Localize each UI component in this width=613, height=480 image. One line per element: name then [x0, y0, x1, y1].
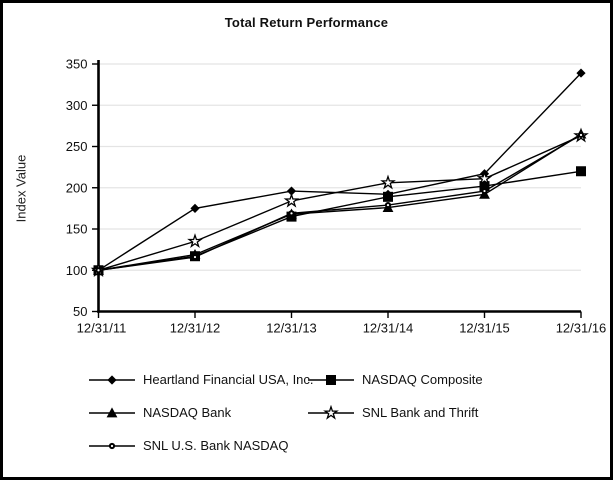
legend-item-diamond: Heartland Financial USA, Inc.	[89, 372, 314, 388]
legend-sample-triangle	[89, 406, 135, 417]
square-marker	[479, 181, 490, 192]
legend-item-circle: SNL U.S. Bank NASDAQ	[89, 438, 308, 454]
plot-area: 50 100 150 200 250 300 350 12/31/11 12/31/12 12/3…	[66, 57, 607, 336]
diamond-marker	[286, 186, 297, 196]
series-line	[98, 133, 582, 271]
series-snl-bank-and-thrift	[90, 127, 589, 277]
legend-label: Heartland Financial USA, Inc.	[143, 372, 314, 387]
diamond-marker	[576, 68, 586, 78]
star-marker	[476, 170, 493, 186]
star-marker	[187, 233, 203, 249]
legend-item-triangle: NASDAQ Bank	[89, 405, 308, 421]
y-tick-label: 150	[66, 222, 88, 237]
y-tick-label: 300	[66, 98, 88, 113]
y-tick-label: 250	[66, 139, 88, 154]
chart-title: Total Return Performance	[224, 15, 389, 30]
legend-label: SNL U.S. Bank NASDAQ	[143, 438, 289, 453]
square-marker	[326, 374, 336, 385]
triangle-marker	[106, 406, 118, 417]
legend-sample-diamond	[89, 374, 135, 385]
x-tick-label: 12/31/13	[266, 321, 317, 336]
star-marker	[323, 404, 339, 420]
circle-marker-center	[290, 212, 293, 215]
circle-marker-center	[579, 133, 583, 137]
legend: Heartland Financial USA, Inc. NASDAQ Comp…	[89, 363, 483, 462]
y-tick-label: 50	[73, 304, 87, 319]
circle-marker-center	[483, 189, 486, 193]
series-line	[98, 72, 582, 271]
series-line	[98, 170, 582, 271]
series-heartland-financial-usa-inc	[93, 68, 586, 275]
legend-label: NASDAQ Composite	[362, 372, 483, 387]
circle-marker-center	[193, 255, 197, 259]
series-line	[98, 134, 582, 271]
legend-label: NASDAQ Bank	[143, 405, 232, 420]
diamond-marker	[190, 203, 200, 213]
x-tick-label: 12/31/16	[556, 321, 607, 336]
square-marker	[383, 191, 393, 202]
y-tick-label: 200	[66, 180, 88, 195]
series-snl-u-s-bank-nasdaq	[95, 131, 585, 274]
x-tick-label: 12/31/12	[170, 321, 221, 336]
star-marker	[380, 174, 396, 190]
x-tick-label: 12/31/11	[77, 321, 127, 336]
series-line	[98, 135, 582, 271]
diamond-marker	[107, 374, 117, 385]
legend-item-square: NASDAQ Composite	[308, 372, 483, 388]
circle-marker-center	[386, 203, 390, 207]
legend-item-star: SNL Bank and Thrift	[308, 404, 483, 421]
y-tick-label: 350	[66, 57, 88, 72]
legend-sample-circle	[89, 442, 135, 449]
star-marker	[283, 192, 300, 208]
legend-label: SNL Bank and Thrift	[362, 405, 479, 420]
series-nasdaq-bank	[93, 128, 587, 275]
circle-marker-center	[110, 444, 114, 447]
y-tick-label: 100	[66, 263, 88, 278]
circle-marker-center	[97, 269, 100, 272]
square-marker	[576, 166, 586, 177]
x-tick-label: 12/31/15	[459, 321, 510, 336]
legend-sample-star	[308, 404, 354, 420]
x-tick-label: 12/31/14	[363, 321, 414, 336]
legend-sample-square	[308, 374, 354, 385]
